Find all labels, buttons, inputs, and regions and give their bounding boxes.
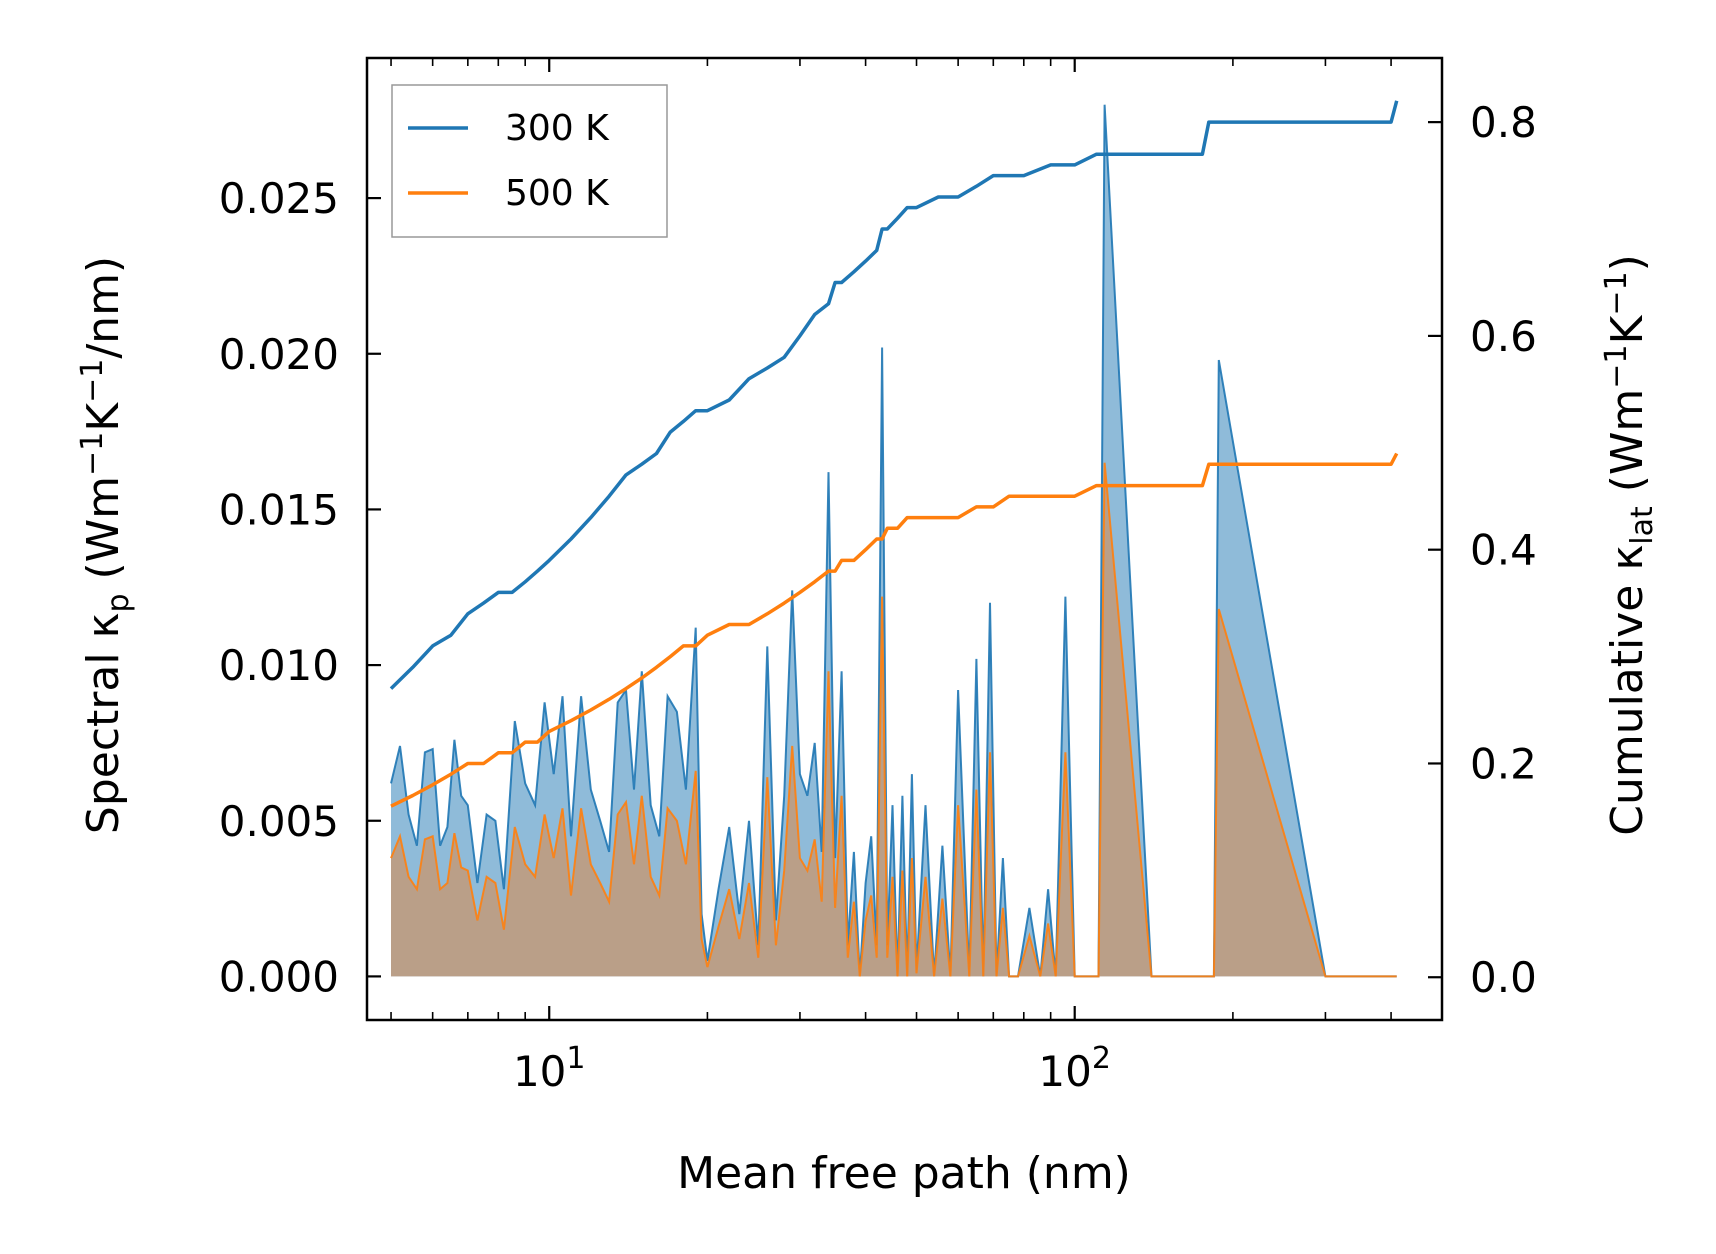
y-left-tick-label: 0.005 xyxy=(219,797,339,846)
x-tick-label: 101 xyxy=(513,1041,586,1096)
legend-500k-label: 500 K xyxy=(505,173,610,214)
spectral-line-300k xyxy=(390,104,1397,978)
plot-area xyxy=(389,100,1399,978)
axes-border xyxy=(365,56,1444,1022)
cumulative-line-300k xyxy=(389,100,1399,690)
legend-box xyxy=(391,84,668,238)
axes-frame xyxy=(365,56,1444,1022)
y-left-tick-label: 0.025 xyxy=(219,174,339,223)
ticks: 101 102 0.000 0.005 0.010 0.015 0.020 0.025 0.0 0… xyxy=(219,58,1537,1096)
y-left-tick-label: 0.010 xyxy=(219,641,339,690)
y-axis-left-label: Spectral κp (Wm−1K−1/nm) xyxy=(75,256,136,834)
y-right-tick-label: 0.0 xyxy=(1470,953,1537,1002)
spectral-fill-500k xyxy=(391,462,1397,977)
cumulative-line-500k xyxy=(390,452,1399,808)
spectral-fill-300k xyxy=(391,104,1397,977)
y-right-tick-label: 0.4 xyxy=(1470,526,1537,575)
legend: 300 K 500 K xyxy=(391,84,668,238)
y-right-tick-label: 0.2 xyxy=(1470,739,1537,788)
y-right-tick-label: 0.6 xyxy=(1470,312,1537,361)
y-right-tick-label: 0.8 xyxy=(1470,98,1537,147)
y-left-tick-label: 0.000 xyxy=(219,952,339,1001)
spectral-line-500k xyxy=(390,462,1397,978)
y-axis-right-label: Cumulative κlat (Wm−1K−1) xyxy=(1599,254,1660,836)
y-left-tick-label: 0.020 xyxy=(219,330,339,379)
legend-300k-label: 300 K xyxy=(505,108,610,149)
y-left-tick-label: 0.015 xyxy=(219,485,339,534)
x-tick-label: 102 xyxy=(1038,1041,1111,1096)
x-axis-label: Mean free path (nm) xyxy=(677,1148,1131,1199)
